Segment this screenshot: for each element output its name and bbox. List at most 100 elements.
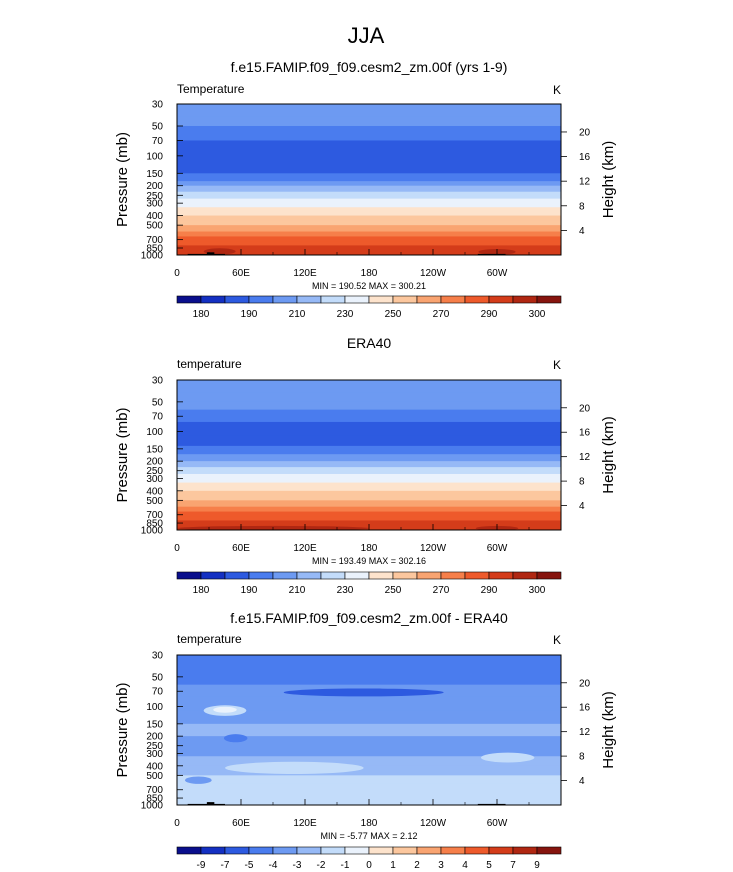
y-tick-label: 1000 [141, 801, 164, 812]
contour-feature [223, 734, 248, 743]
y-tick-label: 100 [146, 702, 163, 713]
terrain-mask [206, 252, 215, 255]
contour-band [177, 185, 561, 193]
colorbar-swatch [416, 571, 442, 580]
contour-band [177, 765, 561, 776]
contour-band [177, 380, 561, 393]
x-tick-label: 120E [293, 543, 317, 554]
y-tick-label: 850 [146, 519, 163, 530]
x-tick-label: 0 [174, 818, 180, 829]
contour-band [177, 421, 561, 437]
contour-band [177, 672, 561, 686]
x-tick-label: 60W [487, 268, 508, 279]
y2-tick-label: 8 [579, 752, 585, 763]
panel-2-stats: MIN = 193.49 MAX = 302.16 [312, 556, 426, 566]
y-tick-label: 300 [146, 749, 163, 760]
y-tick-label: 70 [152, 136, 164, 147]
y-tick-label: 250 [146, 191, 163, 202]
contour-band [177, 191, 561, 200]
y2-tick-label: 12 [579, 727, 591, 738]
colorbar-swatch [248, 846, 274, 855]
y-tick-label: 400 [146, 761, 163, 772]
panel-1-plot-area: 3050701001502002503004005007008501000Pre… [114, 100, 617, 280]
colorbar-swatch [440, 571, 466, 580]
colorbar-swatch [512, 846, 538, 855]
panel-1-colorbar: 180 190 210 230 250 270 290 300 [176, 295, 562, 320]
contour-band [177, 710, 561, 725]
contour-band [177, 723, 561, 737]
colorbar-label: 210 [289, 309, 306, 320]
contour-band [177, 392, 561, 403]
y-tick-label: 400 [146, 211, 163, 222]
x-tick-label: 0 [174, 543, 180, 554]
y-tick-label: 150 [146, 719, 163, 730]
y-tick-label: 200 [146, 732, 163, 743]
contour-field [177, 655, 561, 805]
y-tick-label: 30 [152, 651, 164, 662]
colorbar-swatch [200, 571, 226, 580]
panel-2: ERA40 temperature K 30507010015020025030… [114, 335, 617, 596]
y2-tick-label: 20 [579, 127, 591, 138]
x-tick-label: 120E [293, 818, 317, 829]
colorbar-label: 0 [366, 860, 372, 871]
colorbar-swatch [272, 571, 298, 580]
y-tick-label: 250 [146, 466, 163, 477]
contour-band [177, 482, 561, 487]
contour-band [177, 220, 561, 226]
x-tick-label: 180 [361, 543, 378, 554]
terrain-mask [187, 253, 225, 255]
x-tick-label: 120W [420, 268, 447, 279]
colorbar-swatch [536, 846, 562, 855]
colorbar-swatch [512, 295, 538, 304]
contour-band [177, 655, 561, 673]
y-tick-label: 100 [146, 151, 163, 162]
colorbar-label: 1 [390, 860, 396, 871]
y-tick-label: 100 [146, 427, 163, 438]
colorbar-label: -1 [341, 860, 350, 871]
y-tick-label: 200 [146, 457, 163, 468]
colorbar-label: -2 [317, 860, 326, 871]
colorbar-label: 4 [462, 860, 468, 871]
contour-band [177, 473, 561, 480]
contour-feature [481, 752, 535, 763]
colorbar-swatch [416, 295, 442, 304]
contour-band [177, 696, 561, 712]
y-tick-label: 50 [152, 672, 164, 683]
colorbar-label: 250 [385, 309, 402, 320]
panel-2-colorbar: 180 190 210 230 250 270 290 300 [176, 571, 562, 596]
contour-band [177, 454, 561, 462]
y-tick-label: 150 [146, 169, 163, 180]
colorbar-swatch [296, 846, 322, 855]
x-tick-label: 120W [420, 818, 447, 829]
colorbar-label: 250 [385, 585, 402, 596]
colorbar-swatch [464, 571, 490, 580]
contour-band [177, 225, 561, 233]
colorbar-swatch [176, 571, 202, 580]
contour-feature [185, 776, 212, 784]
colorbar-swatch [464, 846, 490, 855]
colorbar-label: 230 [337, 585, 354, 596]
panel-1: f.e15.FAMIP.f09_f09.cesm2_zm.00f (yrs 1-… [114, 59, 617, 320]
y2-axis-title: Height (km) [600, 416, 617, 494]
contour-band [177, 516, 561, 522]
y2-tick-label: 16 [579, 152, 591, 163]
colorbar-swatch [464, 295, 490, 304]
y-tick-label: 400 [146, 486, 163, 497]
contour-band [177, 173, 561, 182]
colorbar-label: 270 [433, 309, 450, 320]
x-tick-label: 60E [232, 268, 250, 279]
colorbar-label: 290 [481, 309, 498, 320]
y-tick-label: 30 [152, 100, 164, 111]
colorbar-swatch [224, 295, 250, 304]
panel-3-title: f.e15.FAMIP.f09_f09.cesm2_zm.00f - ERA40 [230, 610, 508, 626]
contour-band [177, 461, 561, 468]
y2-tick-label: 16 [579, 703, 591, 714]
y-tick-label: 50 [152, 397, 164, 408]
contour-band [177, 747, 561, 757]
colorbar-swatch [296, 295, 322, 304]
colorbar-swatch [200, 295, 226, 304]
panel-1-right-label: K [553, 83, 561, 97]
y-tick-label: 1000 [141, 251, 164, 262]
colorbar-label: -5 [245, 860, 254, 871]
contour-band [177, 236, 561, 243]
